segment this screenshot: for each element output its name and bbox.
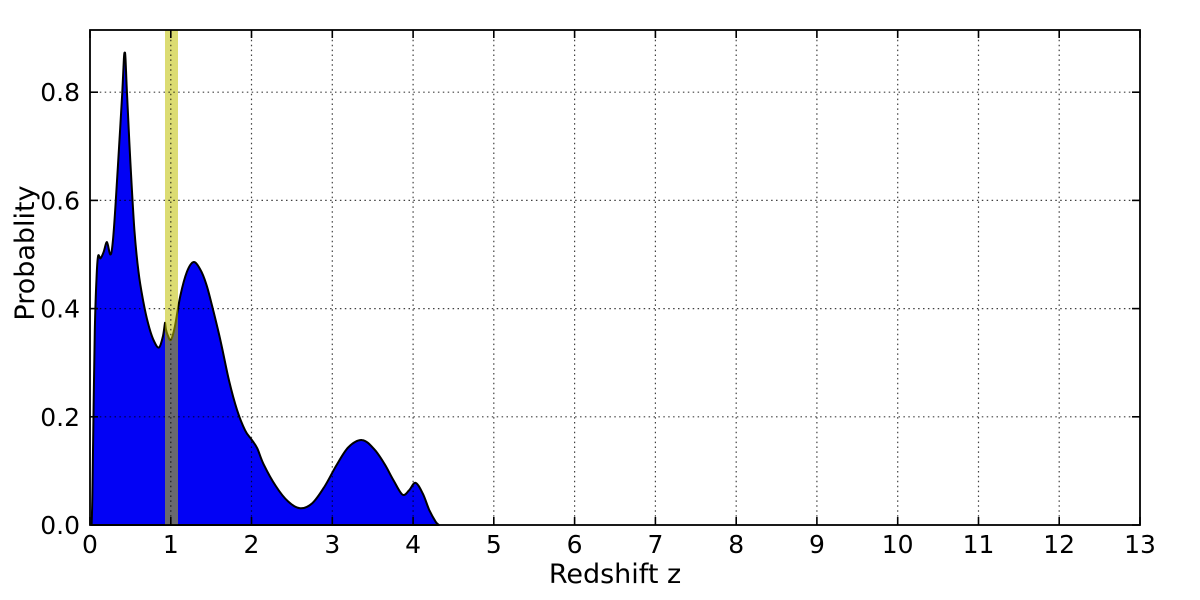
x-tick-label: 0 (82, 530, 98, 559)
x-tick-label: 6 (567, 530, 583, 559)
y-tick-label: 0.0 (40, 511, 80, 540)
y-tick-label: 0.4 (40, 295, 80, 324)
x-axis-label: Redshift z (549, 559, 681, 590)
plot-area (90, 30, 1140, 525)
x-tick-label: 13 (1124, 530, 1156, 559)
y-axis-label: Probablity (10, 185, 41, 320)
tick-marks (89, 30, 1141, 526)
x-tick-label: 10 (882, 530, 914, 559)
x-tick-label: 2 (244, 530, 260, 559)
tick-labels: 0 1 2 3 4 5 6 7 8 9 10 11 12 130.00.20.40.60.8 (40, 78, 1156, 559)
x-tick-label: 11 (963, 530, 995, 559)
x-tick-label: 5 (486, 530, 502, 559)
redshift-1-band (165, 30, 178, 525)
gridlines (90, 30, 1140, 525)
axes-frame (89, 29, 1141, 526)
y-tick-label: 0.8 (40, 78, 80, 107)
x-tick-label: 3 (324, 530, 340, 559)
x-tick-label: 4 (405, 530, 421, 559)
y-tick-label: 0.2 (40, 403, 80, 432)
y-tick-label: 0.6 (40, 186, 80, 215)
x-tick-label: 9 (809, 530, 825, 559)
axes-spines (89, 29, 1141, 526)
x-tick-label: 7 (647, 530, 663, 559)
x-tick-label: 8 (728, 530, 744, 559)
x-tick-label: 1 (163, 530, 179, 559)
x-tick-label: 12 (1043, 530, 1075, 559)
highlight-band-group (165, 30, 178, 525)
